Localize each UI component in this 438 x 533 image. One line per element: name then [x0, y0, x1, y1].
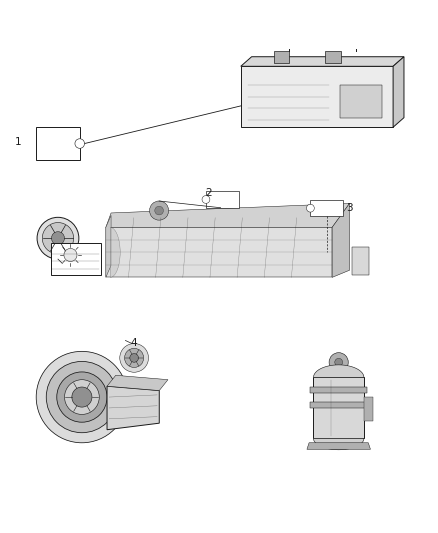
- Polygon shape: [106, 215, 111, 277]
- Circle shape: [329, 353, 348, 372]
- Circle shape: [72, 387, 92, 407]
- Bar: [340, 85, 382, 118]
- Circle shape: [36, 351, 127, 443]
- Polygon shape: [107, 375, 168, 391]
- Circle shape: [124, 349, 144, 367]
- Bar: [364, 397, 373, 421]
- Circle shape: [120, 344, 148, 372]
- Bar: [323, 371, 354, 379]
- Circle shape: [57, 372, 107, 422]
- Polygon shape: [314, 439, 364, 450]
- Polygon shape: [393, 56, 404, 127]
- Text: 3: 3: [346, 203, 353, 213]
- Circle shape: [64, 248, 77, 262]
- Circle shape: [46, 361, 117, 433]
- Bar: [352, 247, 369, 275]
- Polygon shape: [106, 204, 350, 228]
- Circle shape: [155, 206, 163, 215]
- Text: 1: 1: [14, 138, 21, 148]
- Circle shape: [307, 204, 314, 212]
- Polygon shape: [314, 365, 364, 377]
- Circle shape: [202, 196, 210, 204]
- Circle shape: [75, 139, 85, 148]
- Circle shape: [64, 379, 99, 415]
- Polygon shape: [307, 443, 371, 449]
- Circle shape: [51, 232, 64, 245]
- Polygon shape: [107, 386, 159, 430]
- Circle shape: [37, 217, 79, 259]
- Bar: [51, 243, 102, 275]
- Circle shape: [130, 353, 138, 362]
- Polygon shape: [241, 56, 404, 66]
- Bar: [310, 387, 367, 393]
- Polygon shape: [110, 228, 120, 277]
- Polygon shape: [332, 204, 350, 277]
- Bar: [311, 200, 343, 216]
- Text: 4: 4: [131, 338, 138, 348]
- Bar: [274, 51, 289, 63]
- Text: 2: 2: [205, 188, 212, 198]
- Bar: [325, 51, 341, 63]
- Bar: [314, 377, 364, 439]
- Circle shape: [149, 201, 169, 220]
- Bar: [36, 127, 80, 160]
- Circle shape: [42, 223, 74, 254]
- Polygon shape: [241, 66, 393, 127]
- Circle shape: [335, 358, 343, 366]
- Bar: [206, 191, 239, 208]
- Bar: [310, 402, 367, 408]
- Polygon shape: [106, 228, 332, 277]
